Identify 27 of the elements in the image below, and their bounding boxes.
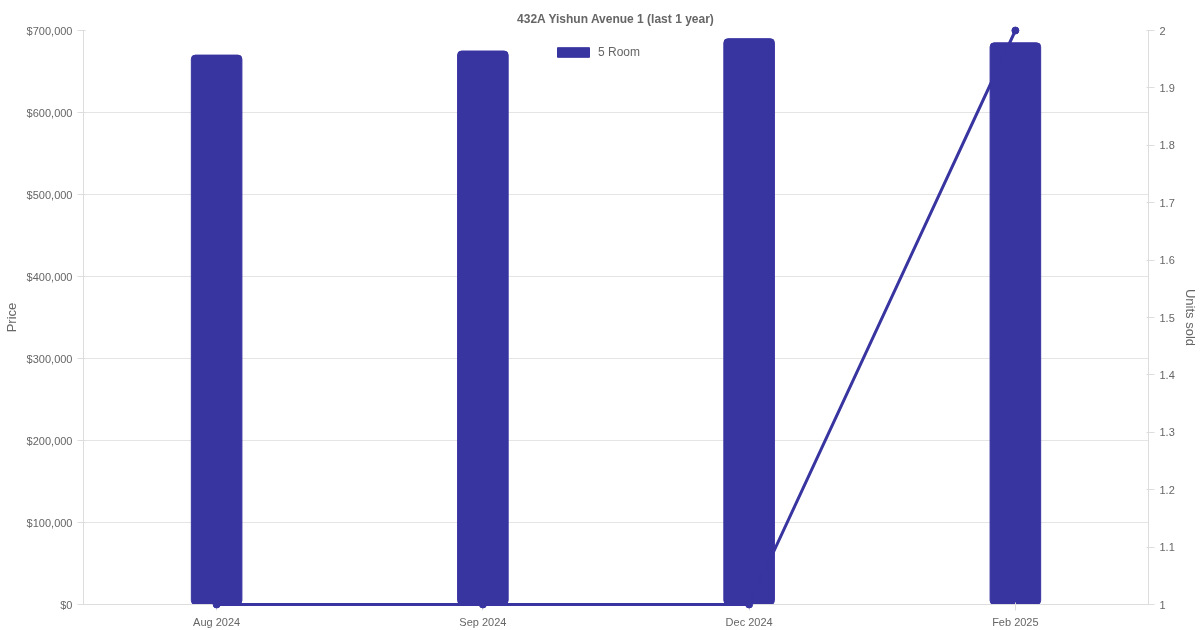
- y2-tick-label: 1.1: [1159, 541, 1175, 554]
- x-tick-label: Sep 2024: [459, 615, 507, 628]
- x-tick-label: Aug 2024: [193, 615, 241, 628]
- x-tick-label: Dec 2024: [725, 615, 773, 628]
- y2-tick-label: 1.2: [1159, 483, 1175, 496]
- y2-tick-label: 2: [1159, 24, 1166, 37]
- y-tick-label: $300,000: [26, 352, 73, 365]
- x-tick-label: Feb 2025: [992, 615, 1039, 628]
- y2-tick-label: 1: [1159, 598, 1166, 611]
- y2-tick-label: 1.4: [1159, 368, 1175, 381]
- y-tick-label: $500,000: [26, 188, 73, 201]
- y2-tick-label: 1.6: [1159, 254, 1175, 267]
- y2-tick-label: 1.5: [1159, 311, 1175, 324]
- chart-title: 432A Yishun Avenue 1 (last 1 year): [517, 11, 714, 26]
- legend-label: 5 Room: [598, 45, 641, 59]
- y2-tick-label: 1.7: [1159, 196, 1175, 209]
- y-tick-label: $0: [60, 598, 73, 611]
- y2-axis-title: Units sold: [1182, 288, 1198, 347]
- y-tick-label: $100,000: [26, 516, 73, 529]
- y2-tick-label: 1.9: [1159, 81, 1175, 94]
- y2-tick-label: 1.8: [1159, 139, 1175, 152]
- y-axis-title: Price: [3, 302, 19, 333]
- y-tick-label: $600,000: [26, 106, 73, 119]
- y-tick-label: $700,000: [26, 24, 73, 37]
- y-tick-label: $200,000: [26, 434, 73, 447]
- y-tick-label: $400,000: [26, 270, 73, 283]
- y2-tick-label: 1.3: [1159, 426, 1175, 439]
